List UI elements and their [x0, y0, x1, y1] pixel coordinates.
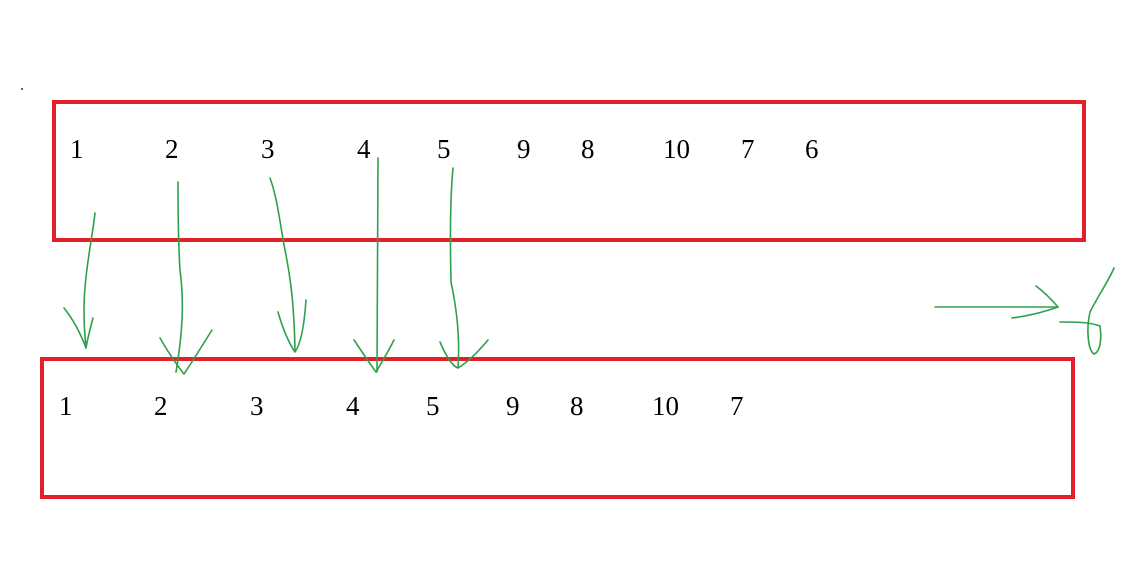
top-number-3: 3 [261, 134, 275, 164]
bottom-number-2: 2 [154, 391, 168, 421]
arrow-1-down-icon [63, 212, 96, 349]
top-number-8: 10 [663, 134, 690, 164]
arrow-3-down-icon [269, 177, 307, 353]
top-number-5: 5 [437, 134, 451, 164]
bottom-number-4: 4 [346, 391, 360, 421]
top-number-2: 2 [165, 134, 179, 164]
top-number-9: 7 [741, 134, 755, 164]
arrow-2-down-icon [159, 181, 213, 375]
bottom-number-8: 10 [652, 391, 679, 421]
bottom-number-1: 1 [59, 391, 73, 421]
top-number-1: 1 [70, 134, 84, 164]
scribbled-6-icon [1059, 267, 1115, 355]
bottom-number-7: 8 [570, 391, 584, 421]
top-row-box [52, 100, 1086, 242]
arrow-4-down-icon [353, 157, 395, 373]
top-number-4: 4 [357, 134, 371, 164]
stray-dot [21, 88, 23, 90]
bottom-number-5: 5 [426, 391, 440, 421]
bottom-row-box [40, 357, 1075, 499]
bottom-number-6: 9 [506, 391, 520, 421]
right-arrow-icon [934, 285, 1059, 319]
top-number-10: 6 [805, 134, 819, 164]
arrow-5-down-icon [439, 167, 489, 369]
bottom-number-9: 7 [730, 391, 744, 421]
top-number-7: 8 [581, 134, 595, 164]
bottom-number-3: 3 [250, 391, 264, 421]
top-number-6: 9 [517, 134, 531, 164]
